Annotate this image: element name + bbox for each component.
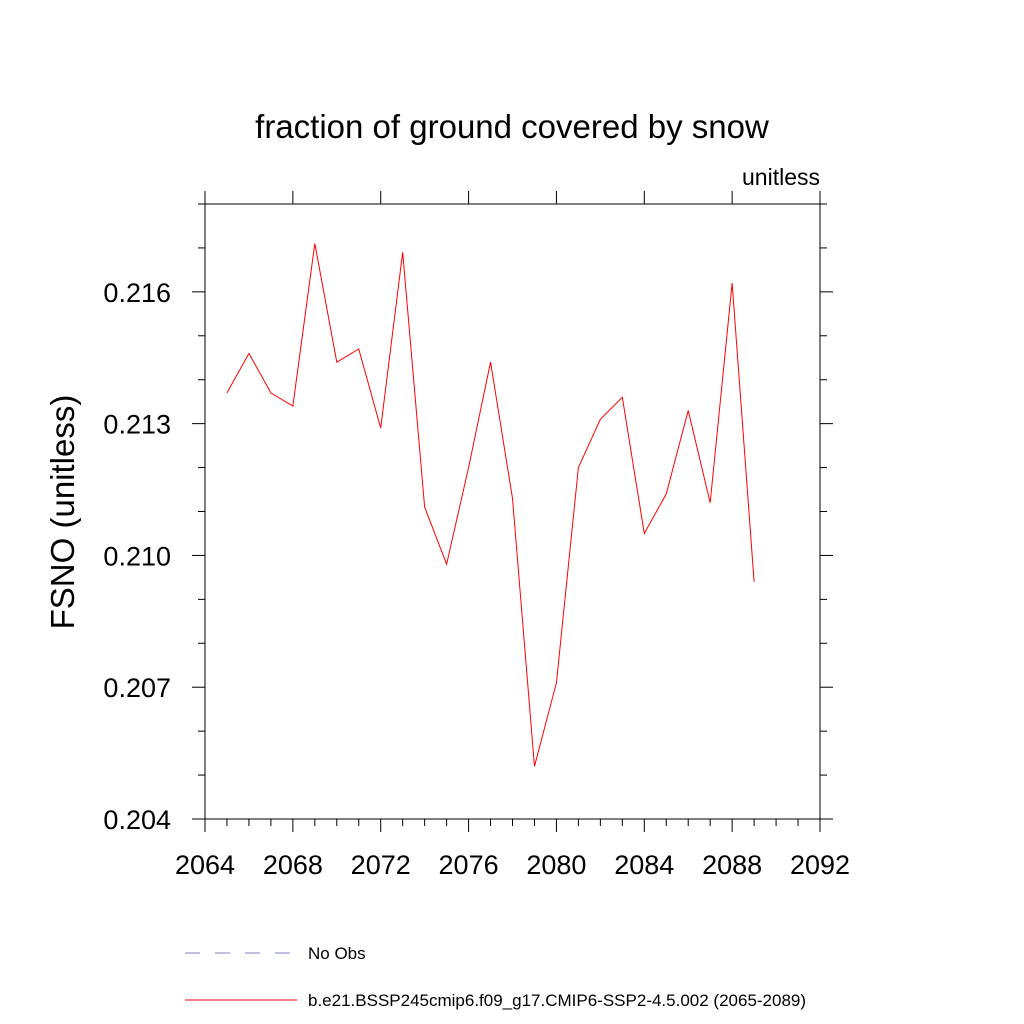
series-layer bbox=[226, 243, 755, 767]
x-tick-label: 2084 bbox=[614, 850, 674, 880]
x-tick-label: 2072 bbox=[351, 850, 411, 880]
legend-label-model-run: b.e21.BSSP245cmip6.f09_g17.CMIP6-SSP2-4.… bbox=[308, 991, 806, 1010]
legend-label-no-obs: No Obs bbox=[308, 944, 366, 963]
legend: No Obs b.e21.BSSP245cmip6.f09_g17.CMIP6-… bbox=[185, 944, 806, 1010]
y-tick-label: 0.213 bbox=[103, 410, 171, 440]
x-tick-label: 2092 bbox=[790, 850, 850, 880]
x-tick-label: 2068 bbox=[263, 850, 323, 880]
chart-subtitle: unitless bbox=[742, 164, 820, 190]
series-line bbox=[226, 243, 755, 767]
plot-frame bbox=[204, 203, 821, 820]
x-tick-label: 2064 bbox=[175, 850, 235, 880]
y-axis-label: FSNO (unitless) bbox=[44, 395, 81, 630]
x-tick-label: 2088 bbox=[702, 850, 762, 880]
chart-title: fraction of ground covered by snow bbox=[255, 108, 769, 145]
y-tick-label: 0.207 bbox=[103, 673, 171, 703]
x-tick-label: 2080 bbox=[526, 850, 586, 880]
y-tick-label: 0.216 bbox=[103, 278, 171, 308]
x-tick-label: 2076 bbox=[439, 850, 499, 880]
tick-labels: 2064 2068 2072 2076 2080 2084 2088 2092 0.204 0.2… bbox=[103, 278, 850, 880]
y-tick-label: 0.204 bbox=[103, 805, 171, 835]
y-tick-label: 0.210 bbox=[103, 541, 171, 571]
axis-ticks bbox=[192, 191, 833, 832]
